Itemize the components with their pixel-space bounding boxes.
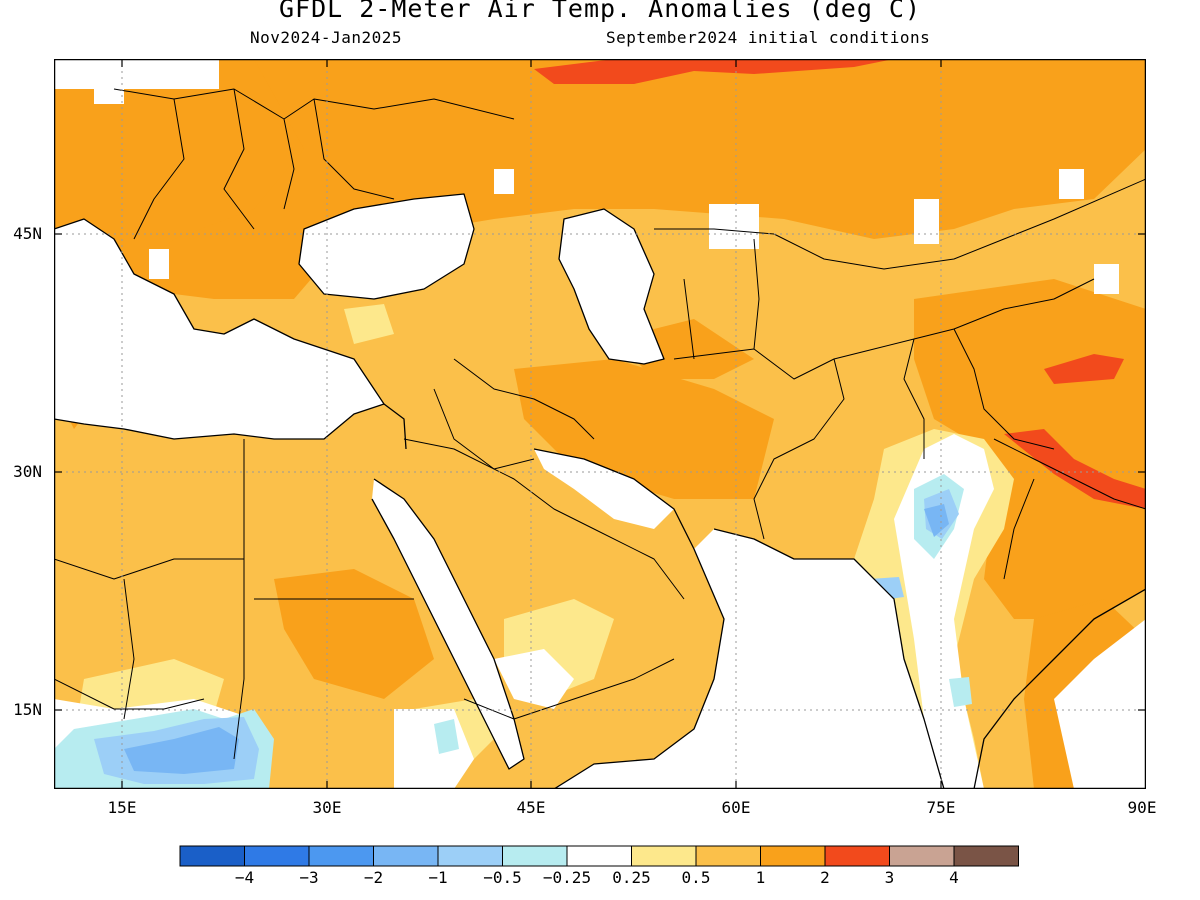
- forecast-period: Nov2024-Jan2025: [250, 28, 402, 47]
- persian-gulf: [534, 449, 674, 529]
- colorbar-swatch: [502, 845, 568, 867]
- colorbar-swatch: [760, 845, 826, 867]
- lon-label-60e: 60E: [721, 798, 751, 817]
- colorbar-label: 0.25: [612, 868, 651, 887]
- water-bodies: [54, 59, 1146, 789]
- colorbar-swatch: [437, 845, 503, 867]
- colorbar-label: 2: [820, 868, 830, 887]
- lon-label-30e: 30E: [312, 798, 342, 817]
- colorbar-label: 0.5: [681, 868, 711, 887]
- colorbar: [179, 845, 1019, 867]
- anomaly-negative-regions: [54, 474, 972, 789]
- colorbar-swatch: [695, 845, 761, 867]
- colorbar-swatch: [824, 845, 890, 867]
- lat-label-45n: 45N: [13, 224, 42, 243]
- graticule: [54, 59, 1146, 789]
- colorbar-label: 4: [949, 868, 959, 887]
- colorbar-label: −3: [299, 868, 319, 887]
- lon-label-90e: 90E: [1127, 798, 1157, 817]
- colorbar-label: 3: [884, 868, 895, 887]
- black-sea: [299, 194, 474, 299]
- colorbar-label: −1: [428, 868, 448, 887]
- lat-label-30n: 30N: [13, 462, 42, 481]
- colorbar-label: −2: [363, 868, 384, 887]
- arabian-sea: [554, 529, 944, 789]
- lat-label-15n: 15N: [13, 700, 42, 719]
- colorbar-label: −4: [234, 868, 255, 887]
- colorbar-swatch: [244, 845, 310, 867]
- colorbar-label: −0.5: [483, 868, 522, 887]
- anomaly-2-to-3-regions: [534, 59, 1146, 509]
- caspian-sea: [559, 209, 664, 364]
- map-title: GFDL 2-Meter Air Temp. Anomalies (deg C): [278, 0, 922, 23]
- coastlines: [54, 193, 1146, 789]
- lon-label-15e: 15E: [107, 798, 137, 817]
- colorbar-swatch: [179, 845, 245, 867]
- colorbar-swatch: [631, 845, 697, 867]
- axis-ticks: [54, 59, 1146, 789]
- map-frame: [54, 59, 1146, 789]
- colorbar-swatch: [889, 845, 955, 867]
- mediterranean-sea: [54, 219, 384, 439]
- colorbar-swatch: [308, 845, 374, 867]
- anomaly-map: [54, 59, 1146, 789]
- colorbar-swatch: [566, 845, 632, 867]
- lon-label-45e: 45E: [516, 798, 546, 817]
- colorbar-label: −0.25: [542, 868, 592, 887]
- initial-conditions: September2024 initial conditions: [606, 28, 931, 47]
- colorbar-swatch: [373, 845, 439, 867]
- colorbar-label: 1: [755, 868, 766, 887]
- lon-label-75e: 75E: [926, 798, 956, 817]
- red-sea: [372, 479, 524, 769]
- country-borders: [54, 88, 1146, 760]
- colorbar-swatch: [953, 845, 1019, 867]
